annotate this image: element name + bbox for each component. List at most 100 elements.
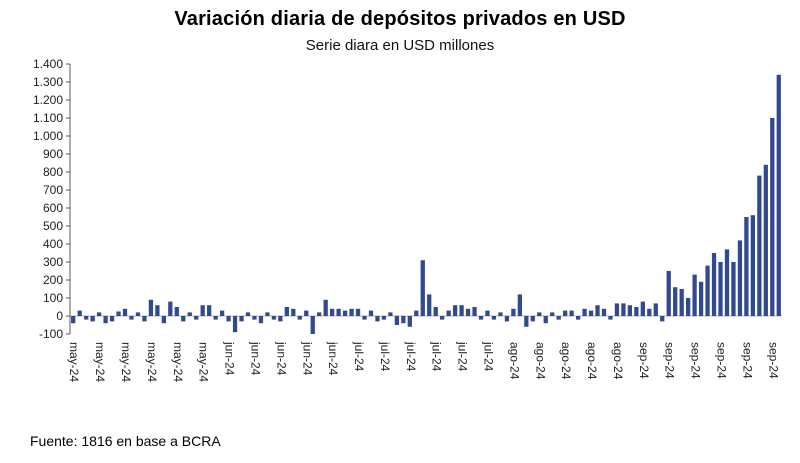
bar [407, 316, 412, 327]
bar [187, 312, 192, 316]
bar [71, 316, 76, 324]
bar [543, 316, 548, 324]
bar [465, 308, 471, 316]
bar [485, 310, 490, 316]
bar [310, 316, 315, 334]
bar [336, 308, 341, 316]
x-tick-label: jun-24 [223, 341, 237, 376]
y-tick-label: 400 [43, 237, 63, 251]
x-tick-label: ago-24 [585, 342, 599, 380]
bar [511, 308, 516, 316]
y-tick-label: 700 [43, 183, 63, 197]
bar [686, 298, 691, 316]
x-tick-label: jul-24 [482, 341, 496, 372]
bar [116, 311, 121, 316]
bar [181, 316, 186, 322]
bar [608, 316, 613, 320]
bar [265, 312, 270, 316]
bar [427, 294, 432, 316]
x-tick-label: jun-24 [249, 341, 263, 376]
bar [744, 217, 749, 316]
bar [550, 312, 555, 316]
bar [737, 240, 743, 316]
x-tick-label: may-24 [119, 342, 133, 382]
y-tick-label: 800 [43, 165, 63, 179]
bar [452, 305, 458, 316]
chart-subtitle: Serie diara en USD millones [305, 37, 495, 54]
bar [718, 262, 723, 316]
bar [666, 271, 671, 316]
bar [219, 310, 225, 316]
bar [330, 308, 335, 316]
bar [239, 316, 244, 322]
x-tick-label: may-24 [145, 342, 159, 382]
x-tick-label: jun-24 [300, 341, 314, 376]
bar [459, 305, 464, 316]
bar [278, 316, 283, 322]
x-tick-label: jul-24 [456, 341, 470, 372]
x-tick-label: sep-24 [689, 342, 703, 379]
x-tick-label: may-24 [67, 342, 81, 382]
bar [394, 316, 400, 325]
bar [575, 316, 581, 320]
y-tick-label: 900 [43, 147, 63, 161]
bar [705, 265, 710, 316]
bar [763, 164, 768, 316]
bar [142, 316, 147, 322]
bar [200, 305, 205, 316]
bar [627, 305, 633, 316]
bar [414, 310, 419, 316]
bar [103, 316, 108, 324]
bar [588, 310, 594, 316]
bar [226, 316, 231, 322]
x-tick-label: sep-24 [740, 342, 754, 379]
bar [679, 289, 684, 316]
bar [129, 316, 134, 320]
x-tick-label: may-24 [197, 342, 211, 382]
x-tick-label: jul-24 [430, 341, 444, 372]
x-tick-label: may-24 [93, 342, 107, 382]
bar [491, 316, 497, 320]
bar [614, 303, 620, 316]
y-tick-label: 500 [43, 219, 63, 233]
bar [524, 316, 529, 327]
bar [355, 308, 361, 316]
bar [478, 316, 484, 320]
bar [84, 316, 89, 320]
bar [640, 301, 645, 316]
bar [724, 249, 730, 316]
x-tick-label: sep-24 [637, 342, 651, 379]
y-tick-label: -100 [39, 327, 63, 341]
y-tick-label: 1.400 [33, 58, 63, 71]
bar [148, 299, 154, 316]
y-tick-label: 1.100 [33, 111, 63, 125]
bar [323, 299, 328, 316]
bar [155, 305, 160, 316]
bar [174, 307, 179, 316]
x-tick-label: ago-24 [533, 342, 547, 380]
bar [207, 305, 212, 316]
bar [698, 281, 704, 316]
bar [750, 215, 756, 316]
bar [472, 307, 477, 316]
chart-area: 1.400 1.300 1.200 1.100 1.000 900 800 700 600 500… [6, 58, 800, 394]
bar [498, 312, 503, 316]
bar [77, 310, 82, 316]
bar-chart: 1.400 1.300 1.200 1.100 1.000 900 800 700 600 500… [33, 58, 782, 382]
bar [537, 312, 542, 316]
bar [388, 312, 393, 316]
bar [504, 316, 510, 322]
y-tick-label: 600 [43, 201, 63, 215]
bar [252, 316, 257, 320]
bar [446, 310, 451, 316]
bar [362, 316, 367, 320]
bar [194, 316, 199, 320]
bar [569, 310, 574, 316]
bar [271, 316, 277, 320]
source-note: Fuente: 1816 en base a BCRA [30, 433, 221, 449]
bar [368, 310, 374, 316]
bar [517, 294, 522, 316]
bar [401, 316, 406, 324]
bar [556, 316, 561, 320]
